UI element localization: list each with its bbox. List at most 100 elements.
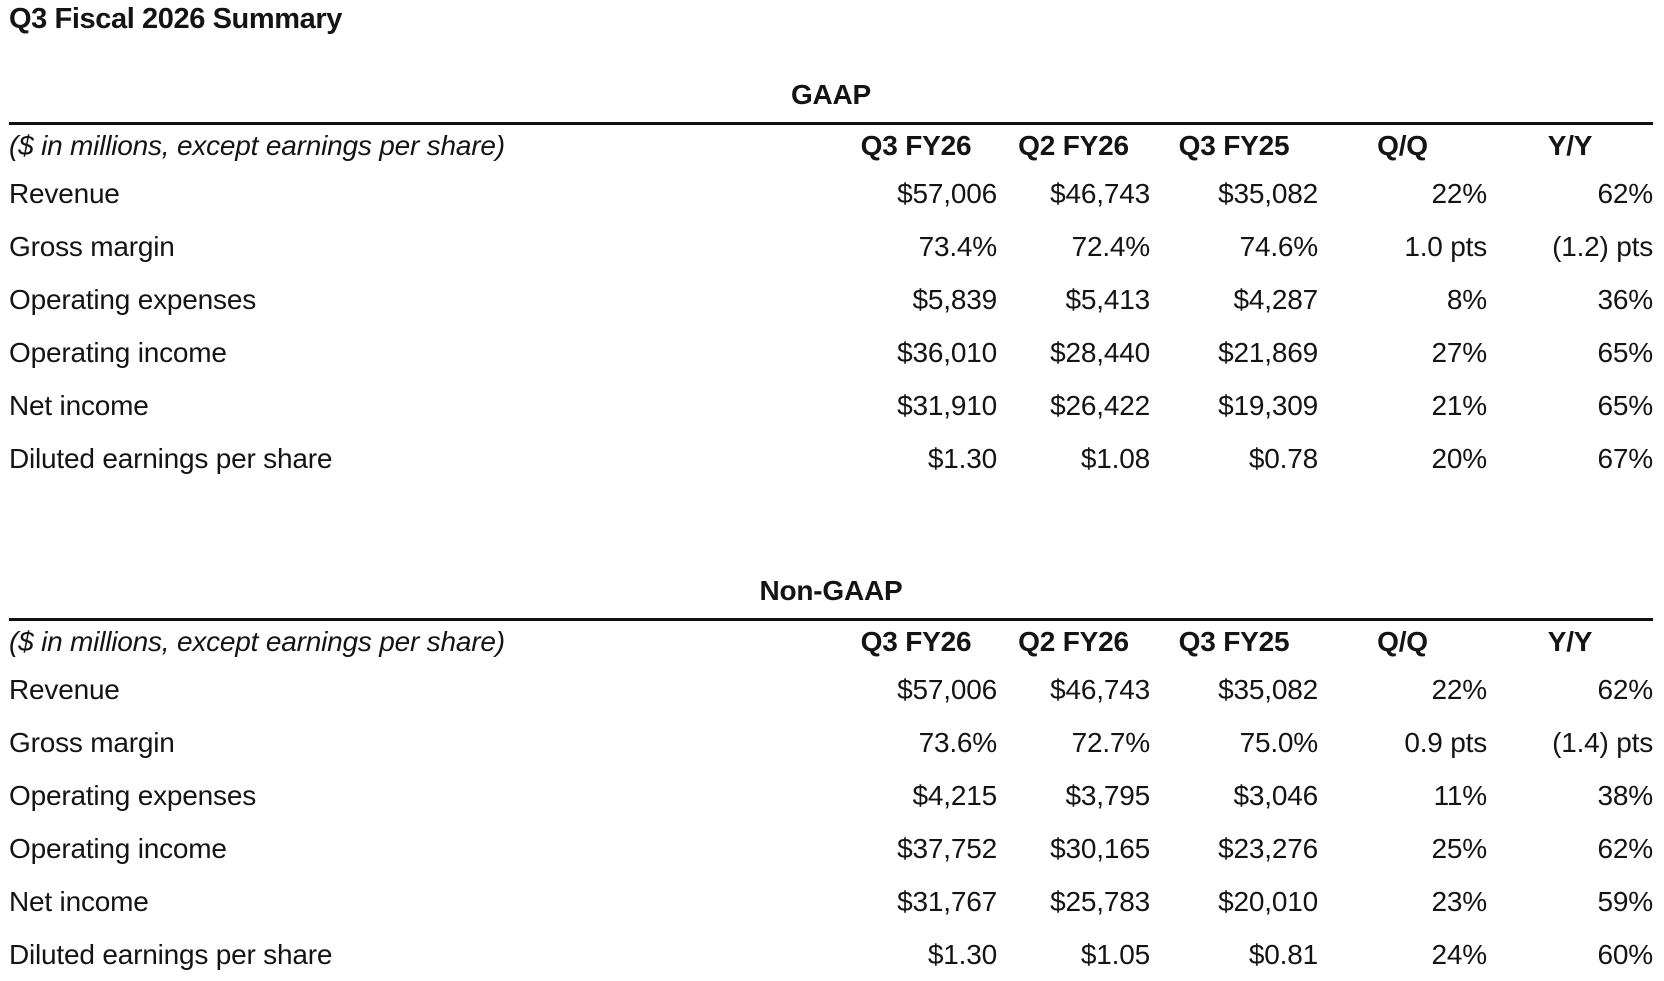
cell-value: $4,215 <box>835 769 997 822</box>
row-label: Gross margin <box>9 221 835 274</box>
column-header: Q3 FY26 <box>835 124 997 168</box>
non-gaap-heading: Non-GAAP <box>9 576 1653 606</box>
non-gaap-header-row: ($ in millions, except earnings per shar… <box>9 619 1653 663</box>
cell-value: 59% <box>1487 875 1653 928</box>
row-label: Net income <box>9 380 835 433</box>
column-header: Y/Y <box>1487 619 1653 663</box>
cell-value: $25,783 <box>997 875 1150 928</box>
cell-value: $3,795 <box>997 769 1150 822</box>
cell-value: $57,006 <box>835 663 997 716</box>
row-label: Operating income <box>9 822 835 875</box>
column-header: Q2 FY26 <box>997 619 1150 663</box>
table-row: Diluted earnings per share$1.30$1.08$0.7… <box>9 433 1653 486</box>
cell-value: 21% <box>1318 380 1487 433</box>
cell-value: $3,046 <box>1150 769 1318 822</box>
row-label: Revenue <box>9 663 835 716</box>
non-gaap-table: ($ in millions, except earnings per shar… <box>9 618 1653 981</box>
column-header: Q3 FY25 <box>1150 124 1318 168</box>
cell-value: $19,309 <box>1150 380 1318 433</box>
cell-value: $1.08 <box>997 433 1150 486</box>
cell-value: 60% <box>1487 928 1653 981</box>
cell-value: $1.30 <box>835 928 997 981</box>
cell-value: 74.6% <box>1150 221 1318 274</box>
cell-value: $0.81 <box>1150 928 1318 981</box>
cell-value: $28,440 <box>997 327 1150 380</box>
column-header: Q3 FY25 <box>1150 619 1318 663</box>
gaap-table: ($ in millions, except earnings per shar… <box>9 122 1653 486</box>
cell-value: $0.78 <box>1150 433 1318 486</box>
cell-value: 38% <box>1487 769 1653 822</box>
column-header: Q/Q <box>1318 619 1487 663</box>
row-label: Operating income <box>9 327 835 380</box>
cell-value: $36,010 <box>835 327 997 380</box>
row-label: Operating expenses <box>9 274 835 327</box>
cell-value: $35,082 <box>1150 663 1318 716</box>
cell-value: $57,006 <box>835 168 997 221</box>
cell-value: 25% <box>1318 822 1487 875</box>
row-label: Operating expenses <box>9 769 835 822</box>
cell-value: 22% <box>1318 168 1487 221</box>
units-note: ($ in millions, except earnings per shar… <box>9 619 835 663</box>
units-note: ($ in millions, except earnings per shar… <box>9 124 835 168</box>
cell-value: $26,422 <box>997 380 1150 433</box>
row-label: Diluted earnings per share <box>9 433 835 486</box>
cell-value: $46,743 <box>997 168 1150 221</box>
cell-value: 72.7% <box>997 716 1150 769</box>
cell-value: 36% <box>1487 274 1653 327</box>
row-label: Revenue <box>9 168 835 221</box>
non-gaap-section: Non-GAAP ($ in millions, except earnings… <box>9 576 1653 981</box>
cell-value: 72.4% <box>997 221 1150 274</box>
cell-value: 73.6% <box>835 716 997 769</box>
column-header: Y/Y <box>1487 124 1653 168</box>
cell-value: 67% <box>1487 433 1653 486</box>
cell-value: 20% <box>1318 433 1487 486</box>
row-label: Diluted earnings per share <box>9 928 835 981</box>
cell-value: 73.4% <box>835 221 997 274</box>
cell-value: $37,752 <box>835 822 997 875</box>
cell-value: 23% <box>1318 875 1487 928</box>
cell-value: $4,287 <box>1150 274 1318 327</box>
column-header: Q2 FY26 <box>997 124 1150 168</box>
cell-value: (1.4) pts <box>1487 716 1653 769</box>
cell-value: $20,010 <box>1150 875 1318 928</box>
cell-value: 11% <box>1318 769 1487 822</box>
gaap-section: GAAP ($ in millions, except earnings per… <box>9 80 1653 486</box>
gaap-header-row: ($ in millions, except earnings per shar… <box>9 124 1653 168</box>
column-header: Q/Q <box>1318 124 1487 168</box>
row-label: Gross margin <box>9 716 835 769</box>
cell-value: $21,869 <box>1150 327 1318 380</box>
cell-value: 65% <box>1487 327 1653 380</box>
cell-value: $5,839 <box>835 274 997 327</box>
cell-value: $1.05 <box>997 928 1150 981</box>
cell-value: 27% <box>1318 327 1487 380</box>
cell-value: 75.0% <box>1150 716 1318 769</box>
cell-value: 22% <box>1318 663 1487 716</box>
cell-value: 62% <box>1487 168 1653 221</box>
cell-value: $31,767 <box>835 875 997 928</box>
cell-value: $30,165 <box>997 822 1150 875</box>
cell-value: $1.30 <box>835 433 997 486</box>
cell-value: 0.9 pts <box>1318 716 1487 769</box>
cell-value: (1.2) pts <box>1487 221 1653 274</box>
cell-value: $23,276 <box>1150 822 1318 875</box>
cell-value: 8% <box>1318 274 1487 327</box>
cell-value: 62% <box>1487 663 1653 716</box>
page-title: Q3 Fiscal 2026 Summary <box>9 4 1653 34</box>
table-row: Diluted earnings per share$1.30$1.05$0.8… <box>9 928 1653 981</box>
cell-value: $46,743 <box>997 663 1150 716</box>
cell-value: 62% <box>1487 822 1653 875</box>
cell-value: $35,082 <box>1150 168 1318 221</box>
cell-value: $5,413 <box>997 274 1150 327</box>
row-label: Net income <box>9 875 835 928</box>
